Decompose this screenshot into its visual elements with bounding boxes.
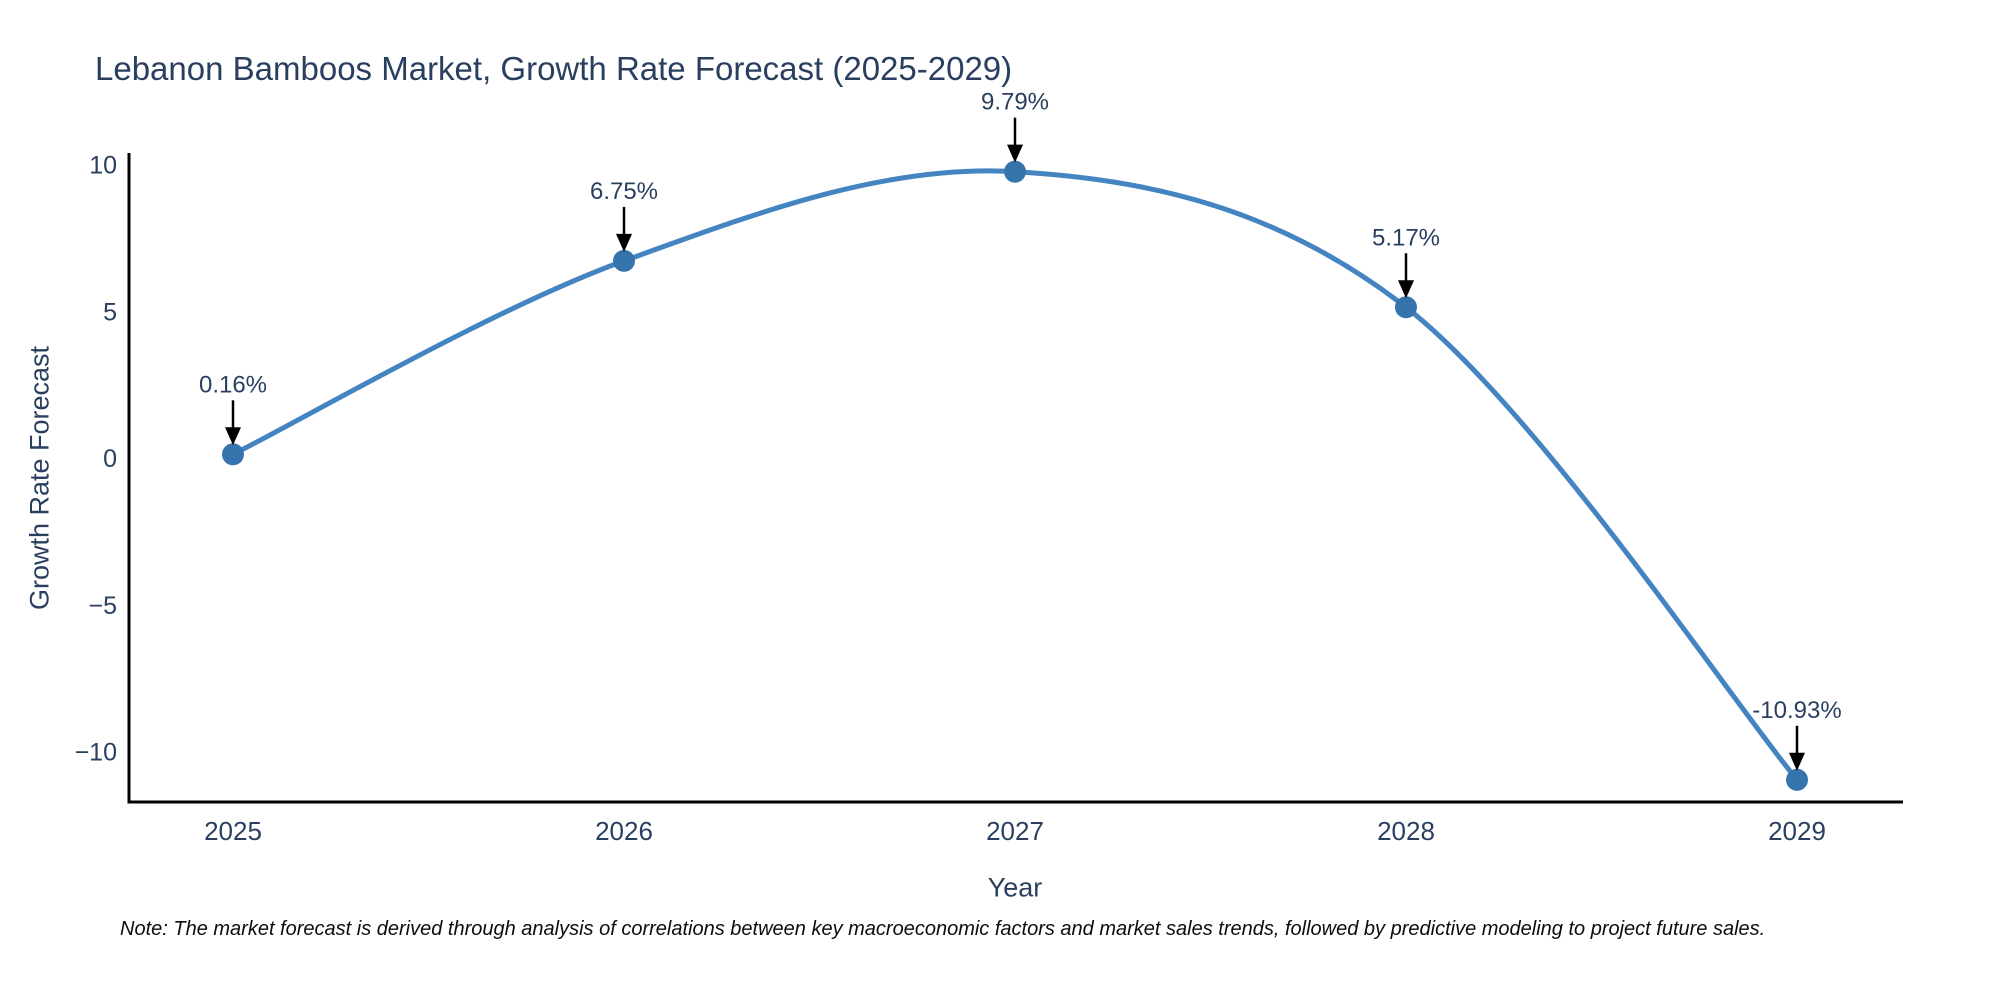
y-tick-label: −5 <box>88 592 117 620</box>
chart-footnote: Note: The market forecast is derived thr… <box>120 918 1766 940</box>
x-tick-label: 2026 <box>595 816 653 846</box>
point-value-label: 6.75% <box>590 178 658 205</box>
x-tick-label: 2027 <box>986 816 1044 846</box>
chart-title: Lebanon Bamboos Market, Growth Rate Fore… <box>95 50 1013 87</box>
point-value-label: 9.79% <box>981 89 1049 116</box>
forecast-line <box>230 168 1800 783</box>
annotation-arrowhead <box>1398 280 1414 299</box>
annotation-arrowhead <box>1789 752 1805 771</box>
y-tick-label: −10 <box>75 739 117 767</box>
x-tick-label: 2029 <box>1768 816 1826 846</box>
point-value-label: -10.93% <box>1752 697 1841 724</box>
x-axis-title: Year <box>987 872 1043 903</box>
y-tick-label: 5 <box>103 298 117 326</box>
annotation-arrowhead <box>616 233 632 252</box>
point-value-label: 5.17% <box>1372 224 1440 251</box>
point-value-label: 0.16% <box>199 371 267 398</box>
data-point-marker <box>1786 768 1808 791</box>
data-point-marker <box>1395 296 1417 319</box>
annotation-arrowhead <box>1007 144 1023 163</box>
data-point-marker <box>613 249 635 272</box>
annotation-arrowhead <box>225 427 241 446</box>
y-tick-label: 0 <box>103 445 117 473</box>
x-tick-label: 2025 <box>204 816 262 846</box>
data-point-marker <box>1004 160 1026 183</box>
x-tick-label: 2028 <box>1377 816 1435 846</box>
data-point-marker <box>222 443 244 466</box>
y-tick-label: 10 <box>89 152 117 180</box>
